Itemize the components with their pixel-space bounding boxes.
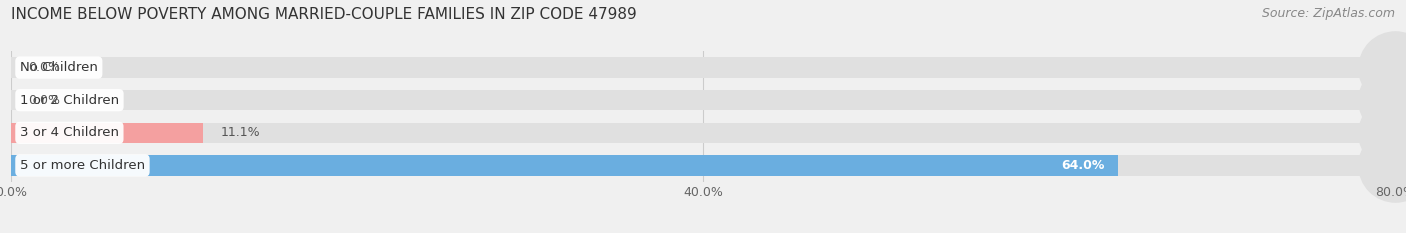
Text: Source: ZipAtlas.com: Source: ZipAtlas.com	[1261, 7, 1395, 20]
Text: No Children: No Children	[20, 61, 98, 74]
Text: 64.0%: 64.0%	[1062, 159, 1104, 172]
Text: INCOME BELOW POVERTY AMONG MARRIED-COUPLE FAMILIES IN ZIP CODE 47989: INCOME BELOW POVERTY AMONG MARRIED-COUPL…	[11, 7, 637, 22]
Bar	[11, 58, 1395, 78]
Text: 0.0%: 0.0%	[28, 61, 60, 74]
Text: 3 or 4 Children: 3 or 4 Children	[20, 126, 120, 139]
Text: 1 or 2 Children: 1 or 2 Children	[20, 94, 120, 107]
Bar	[11, 123, 204, 143]
Text: 0.0%: 0.0%	[28, 94, 60, 107]
Bar	[11, 123, 1395, 143]
Text: 11.1%: 11.1%	[221, 126, 260, 139]
Bar	[11, 155, 1118, 175]
Text: 5 or more Children: 5 or more Children	[20, 159, 145, 172]
Bar	[11, 90, 1395, 110]
Bar	[11, 155, 1395, 175]
